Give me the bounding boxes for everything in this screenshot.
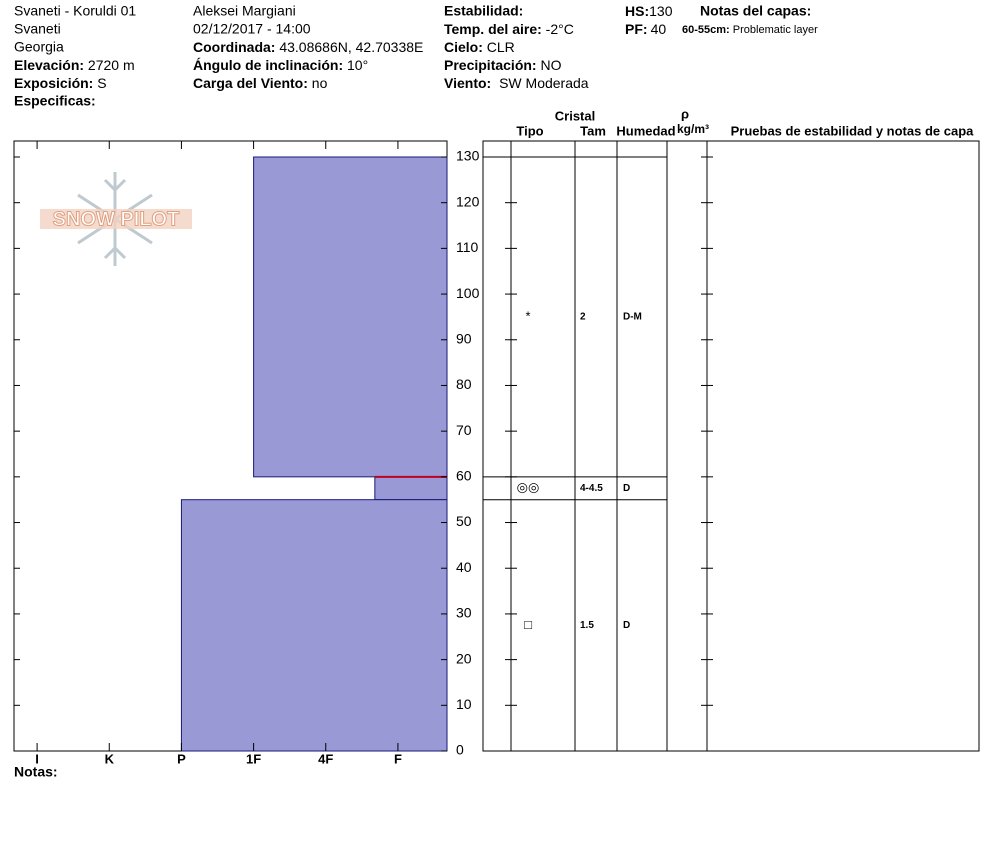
specifics: Especificas: bbox=[14, 93, 96, 109]
grain-size: 2 bbox=[580, 312, 586, 323]
y-tick-label: 100 bbox=[456, 285, 480, 301]
moisture: D-M bbox=[623, 312, 642, 323]
density-symbol: ρ bbox=[681, 106, 689, 121]
flake-branch bbox=[103, 245, 127, 260]
label: Cielo: bbox=[444, 39, 483, 55]
slope: Ángulo de inclinación: 10° bbox=[193, 57, 368, 73]
sky: Cielo: CLR bbox=[444, 39, 515, 55]
value: NO bbox=[540, 57, 561, 73]
value: CLR bbox=[487, 39, 515, 55]
y-tick-label: 110 bbox=[456, 239, 479, 255]
label: HS: bbox=[625, 3, 649, 19]
region: Svaneti bbox=[14, 21, 61, 37]
grain-type: * bbox=[525, 308, 530, 323]
wind: Viento: SW Moderada bbox=[444, 75, 589, 91]
table-frame bbox=[482, 140, 980, 752]
hardness-bar bbox=[180, 499, 448, 752]
label: Carga del Viento: bbox=[193, 75, 308, 91]
value: 43.08686N, 42.70338E bbox=[279, 39, 423, 55]
label: Precipitación: bbox=[444, 57, 537, 73]
col-header: Tam bbox=[580, 123, 606, 138]
country: Georgia bbox=[14, 39, 64, 55]
y-tick-label: 40 bbox=[456, 559, 472, 575]
header: Svaneti - Koruldi 01 Svaneti Georgia Ele… bbox=[14, 3, 818, 109]
x-tick-label: P bbox=[177, 751, 186, 766]
wind-loading: Carga del Viento: no bbox=[193, 75, 328, 91]
x-tick-label: I bbox=[35, 751, 39, 766]
precip: Precipitación: NO bbox=[444, 57, 562, 73]
grain-type: ◎◎ bbox=[517, 480, 540, 495]
y-tick-label: 0 bbox=[456, 742, 464, 758]
coordinates: Coordinada: 43.08686N, 42.70338E bbox=[193, 39, 423, 55]
label: Temp. del aire: bbox=[444, 21, 542, 37]
datetime: 02/12/2017 - 14:00 bbox=[193, 21, 311, 37]
label: Ángulo de inclinación: bbox=[193, 57, 343, 73]
y-tick-label: 120 bbox=[456, 193, 480, 209]
logo-text: SNOW PILOT bbox=[53, 208, 180, 230]
value: SW Moderada bbox=[499, 75, 589, 91]
density-unit: kg/m³ bbox=[677, 122, 709, 136]
value: 130 bbox=[649, 3, 673, 19]
x-tick-label: 1F bbox=[246, 751, 261, 766]
col-header: Humedad bbox=[616, 123, 675, 138]
moisture: D bbox=[623, 483, 630, 494]
hs: HS:130 bbox=[625, 3, 673, 19]
hardness-bar bbox=[253, 156, 448, 478]
elevation: Elevación: 2720 m bbox=[14, 57, 135, 73]
value: -2°C bbox=[546, 21, 574, 37]
stability: Estabilidad: bbox=[444, 3, 523, 19]
x-tick-label: F bbox=[394, 751, 402, 766]
y-tick-label: 90 bbox=[456, 330, 472, 346]
moisture: D bbox=[623, 620, 630, 631]
grain-type: □ bbox=[524, 617, 532, 632]
grain-size: 1.5 bbox=[580, 620, 594, 631]
y-tick-label: 50 bbox=[456, 513, 472, 529]
air-temp: Temp. del aire: -2°C bbox=[444, 21, 574, 37]
layer-notes-title: Notas del capas: bbox=[700, 3, 811, 19]
notes-column: Pruebas de estabilidad y notas de capa bbox=[731, 123, 975, 138]
col-group: Cristal bbox=[555, 108, 595, 123]
site: Svaneti - Koruldi 01 bbox=[14, 3, 136, 19]
flake-branch bbox=[103, 178, 127, 193]
y-tick-label: 60 bbox=[456, 468, 472, 484]
label: Viento: bbox=[444, 75, 491, 91]
aspect: Exposición: S bbox=[14, 75, 107, 91]
col-header: Tipo bbox=[516, 123, 543, 138]
observer: Aleksei Margiani bbox=[193, 3, 296, 19]
value: S bbox=[97, 75, 106, 91]
label: Exposición: bbox=[14, 75, 93, 91]
grain-size: 4-4.5 bbox=[580, 483, 603, 494]
x-tick-label: 4F bbox=[318, 751, 333, 766]
y-tick-label: 70 bbox=[456, 422, 472, 438]
label: Elevación: bbox=[14, 57, 84, 73]
y-tick-label: 30 bbox=[456, 605, 472, 621]
label: PF: bbox=[625, 21, 648, 37]
y-tick-label: 80 bbox=[456, 376, 472, 392]
value: 40 bbox=[651, 21, 667, 37]
label: Coordinada: bbox=[193, 39, 275, 55]
value: no bbox=[312, 75, 328, 91]
y-tick-label: 130 bbox=[456, 148, 480, 164]
layer-note: 60-55cm: Problematic layer bbox=[682, 24, 818, 36]
footer-notes: Notas: bbox=[14, 764, 58, 780]
value: 10° bbox=[347, 57, 368, 73]
text: Problematic layer bbox=[733, 24, 818, 36]
x-tick-label: K bbox=[105, 751, 115, 766]
y-tick-label: 10 bbox=[456, 696, 472, 712]
range: 60-55cm: bbox=[682, 24, 730, 36]
y-tick-label: 20 bbox=[456, 650, 472, 666]
hardness-bar bbox=[374, 476, 448, 501]
logo-band bbox=[40, 209, 192, 229]
value: 2720 m bbox=[88, 57, 135, 73]
pf: PF: 40 bbox=[625, 21, 666, 37]
